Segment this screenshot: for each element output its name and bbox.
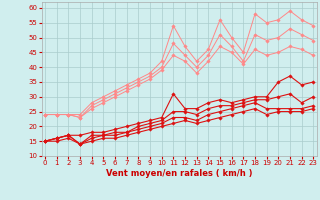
X-axis label: Vent moyen/en rafales ( km/h ): Vent moyen/en rafales ( km/h ): [106, 169, 252, 178]
